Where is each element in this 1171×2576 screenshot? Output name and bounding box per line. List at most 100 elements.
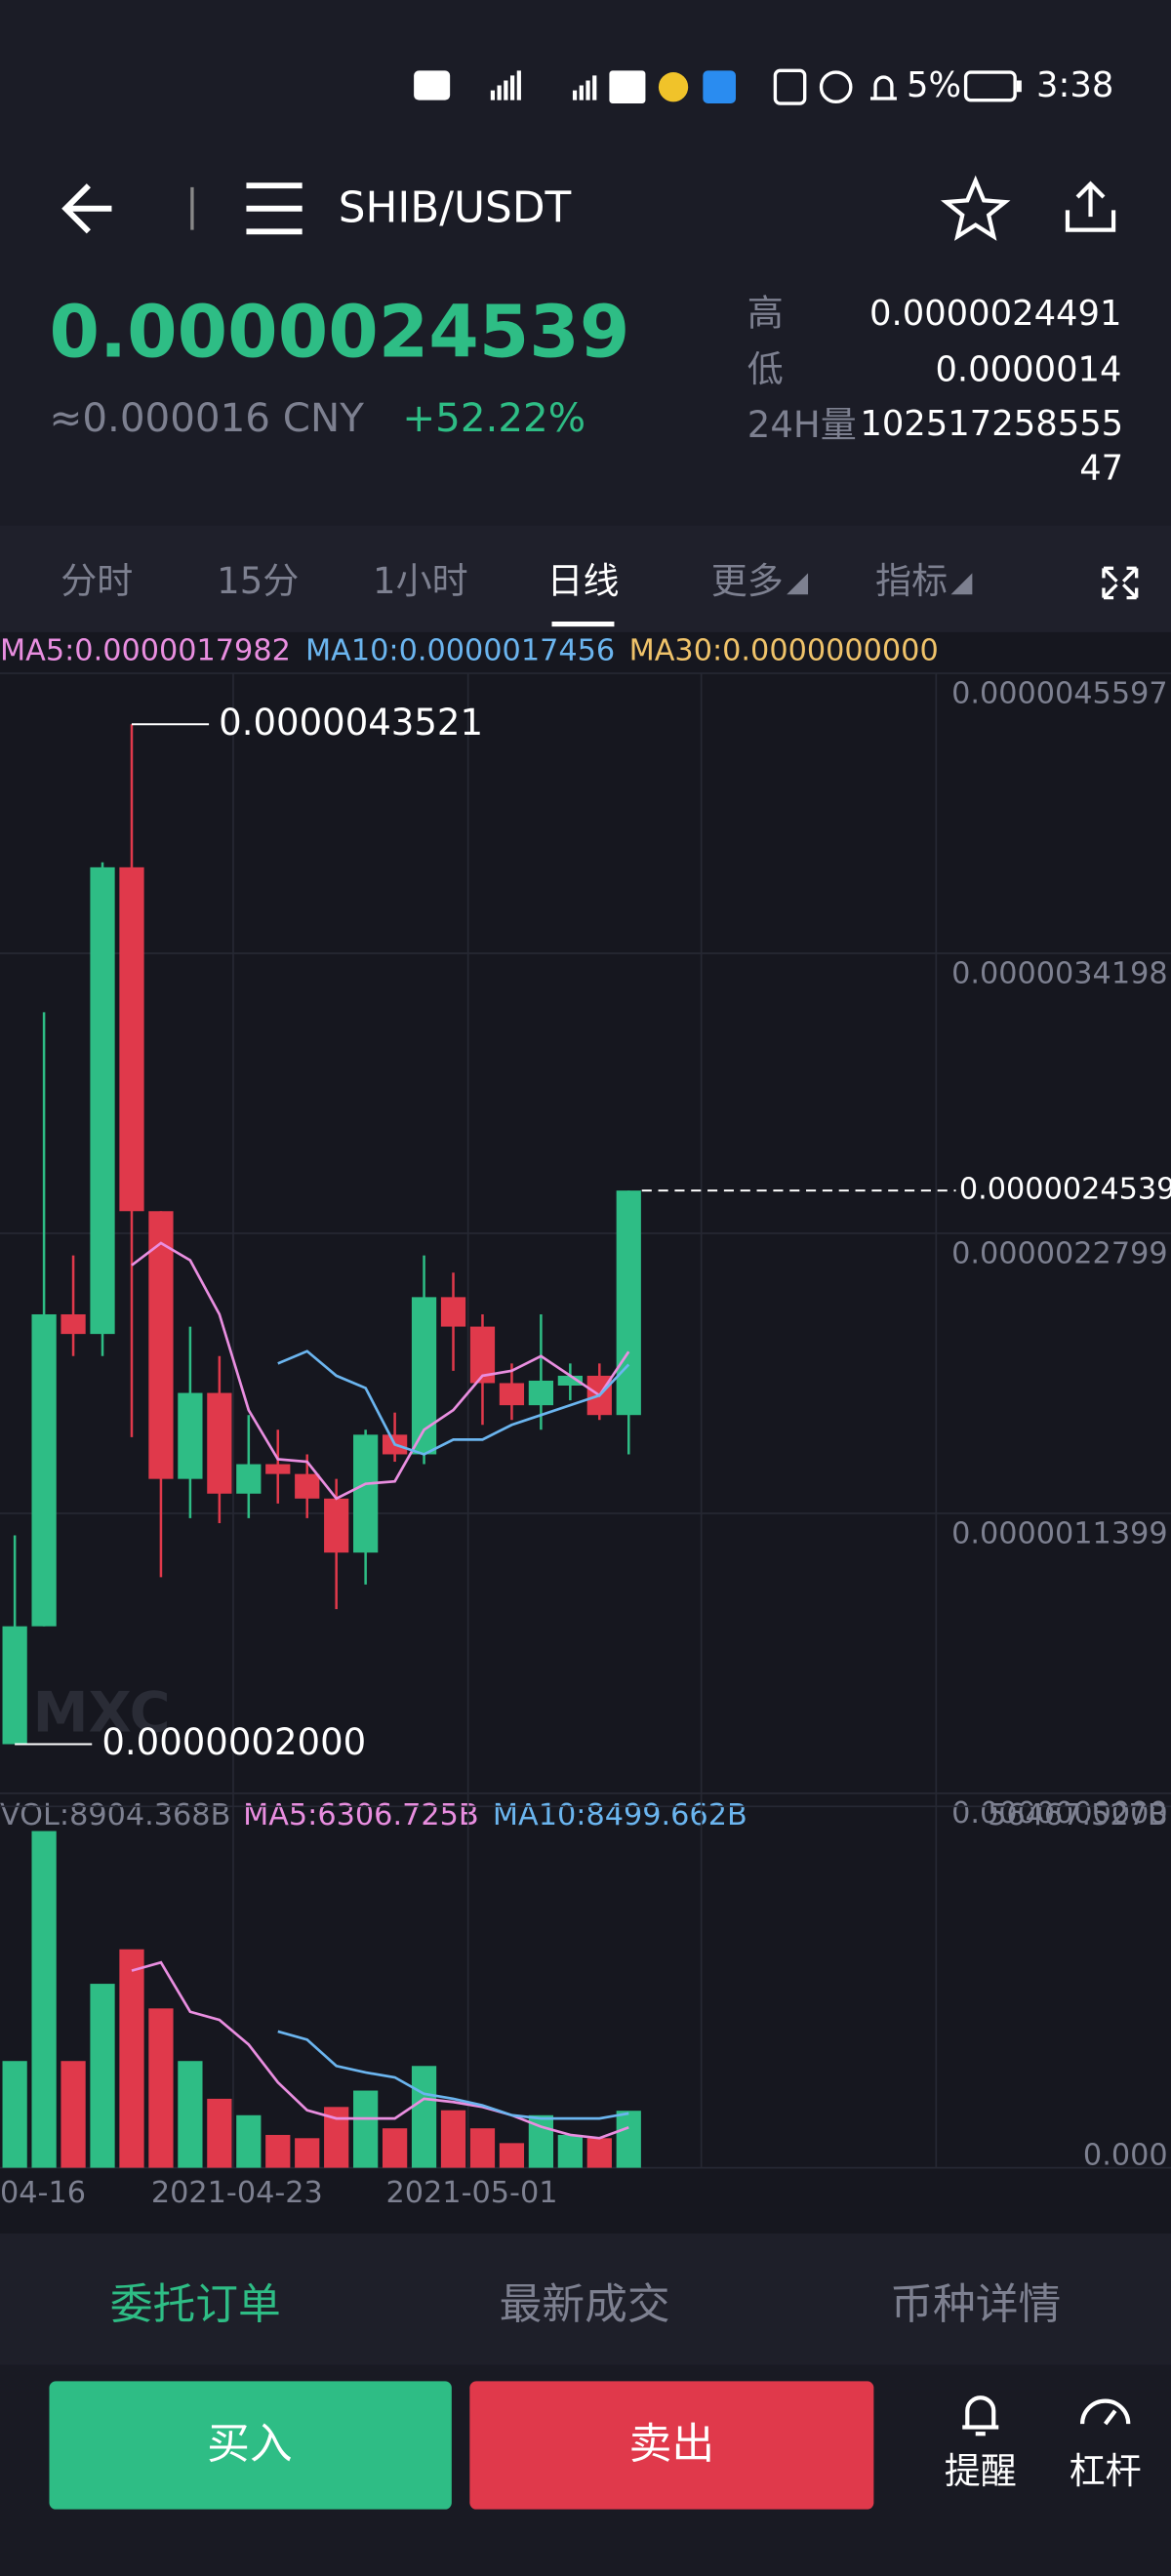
volume-bar [382, 2128, 408, 2168]
candle-body [207, 1392, 232, 1494]
tab[interactable]: 更多 [711, 560, 784, 602]
volume-bar [148, 2008, 174, 2168]
volume-bar [61, 2061, 86, 2168]
candle-body [324, 1498, 349, 1553]
ma5-legend: MA5:0.0000017982 [0, 634, 291, 668]
high-label: 高 [747, 293, 784, 335]
header-bg [0, 0, 1171, 526]
bottom-tab[interactable]: 币种详情 [890, 2280, 1061, 2330]
bottom-tab[interactable]: 最新成交 [500, 2280, 670, 2330]
dropdown-arrows [787, 573, 973, 595]
volume-bar [236, 2114, 262, 2168]
candle-body [148, 1211, 174, 1479]
low-value: 0.0000014 [935, 349, 1121, 389]
candle-body [31, 1313, 57, 1627]
ma10-legend: MA10:0.0000017456 [305, 634, 615, 668]
y-tick-label: 0.0000034198 [951, 956, 1168, 990]
ma30-legend: MA30:0.0000000000 [629, 634, 939, 668]
price: 0.0000024539 [49, 291, 629, 375]
volume-bar [207, 2098, 232, 2168]
x-label: 2021-04-23 [151, 2176, 323, 2210]
change: +52.22% [402, 395, 586, 441]
pair: SHIB/USDT [339, 182, 572, 232]
volume-bar [557, 2134, 583, 2168]
ma-line [277, 2030, 629, 2120]
ma-line [131, 1960, 629, 2140]
y-tick-label: 0.0000022799 [951, 1236, 1168, 1270]
plot: 0.0000000000 0.0000011399 0.0000022799 0.00… [0, 672, 1171, 2210]
status-icons [414, 68, 1022, 105]
candle-body [353, 1434, 379, 1553]
favorite-button[interactable] [940, 175, 1011, 241]
candle-body [265, 1464, 291, 1474]
y-tick-label: 0.0000011399 [951, 1516, 1168, 1550]
candle-body [295, 1473, 320, 1499]
volume-bar [31, 1831, 57, 2168]
menu-button[interactable] [246, 182, 303, 235]
tab[interactable]: 分时 [61, 560, 133, 602]
candle-body [2, 1626, 27, 1745]
y-tick-label: 0.0000045597 [951, 676, 1168, 710]
candle-body [440, 1297, 466, 1327]
vol-tick-label: 56467.527B [988, 1798, 1168, 1832]
candle-body [236, 1464, 262, 1494]
sell-button[interactable] [469, 2381, 874, 2510]
back-button[interactable] [61, 183, 112, 234]
volume-bar [440, 2110, 466, 2168]
volume-bar [178, 2061, 203, 2168]
buy-label: 买入 [207, 2420, 293, 2470]
vol-tick-label: 0.000 [1083, 2138, 1168, 2172]
candle-body [178, 1392, 203, 1479]
tab-bar-bg [0, 525, 1171, 632]
clock: 3:38 [1036, 65, 1113, 105]
watermark: MXC [33, 1680, 171, 1745]
leverage-icon[interactable] [1080, 2398, 1131, 2426]
vol-ma10-legend: MA10:8499.662B [493, 1798, 747, 1832]
volume-bar [353, 2090, 379, 2168]
volume-value: 10251725855547 [860, 404, 1124, 488]
x-label: 2021-05-01 [386, 2176, 558, 2210]
volume-label: 24H量 [747, 404, 857, 446]
volume-bar [265, 2134, 291, 2168]
alert-label[interactable]: 提醒 [945, 2450, 1017, 2492]
sell-label: 卖出 [629, 2420, 715, 2470]
y-tick-label: 0.0000000000 [951, 1796, 1168, 1831]
candle-body [61, 1313, 86, 1335]
leverage-label[interactable]: 杠杆 [1070, 2450, 1142, 2492]
ma-line [277, 1349, 630, 1456]
chart-bg [0, 631, 1171, 2234]
ma-line [131, 1241, 630, 1501]
tabs: 分时 15分 1小时 日线 更多 指标 [61, 560, 948, 602]
low-marker-label: 0.0000002000 [101, 1721, 366, 1763]
volume-bar [119, 1949, 144, 2168]
alert-icon[interactable] [962, 2395, 999, 2436]
tab[interactable]: 指标 [875, 560, 948, 602]
vol-ma5-legend: MA5:6306.725B [243, 1798, 479, 1832]
candle-body [119, 866, 144, 1212]
tab[interactable]: 日线 [546, 560, 619, 602]
x-label: 04-16 [0, 2176, 86, 2210]
volume-bar [469, 2128, 496, 2168]
volume-box: 10251725855547 [860, 404, 1124, 488]
share-button[interactable] [1065, 181, 1116, 232]
volume-bar [295, 2138, 320, 2168]
buy-button[interactable] [49, 2381, 452, 2510]
volume-bar [90, 1984, 115, 2168]
fullscreen-button[interactable] [1102, 566, 1139, 600]
volume-bar [586, 2138, 612, 2168]
battery: 5% [907, 65, 961, 105]
candle-body [499, 1383, 525, 1406]
tab[interactable]: 15分 [217, 560, 299, 602]
low-label: 低 [747, 348, 784, 390]
candle-body [616, 1190, 641, 1416]
bottom-tab[interactable]: 委托订单 [110, 2280, 281, 2330]
candle-body [90, 866, 115, 1335]
tab[interactable]: 1小时 [373, 560, 468, 602]
high-marker-label: 0.0000043521 [219, 702, 483, 744]
high-value: 0.0000024491 [869, 294, 1121, 334]
candle-body [528, 1380, 554, 1406]
last-price-label: 0.0000024539 [959, 1173, 1171, 1207]
bottom-tab-bg [0, 2233, 1171, 2365]
